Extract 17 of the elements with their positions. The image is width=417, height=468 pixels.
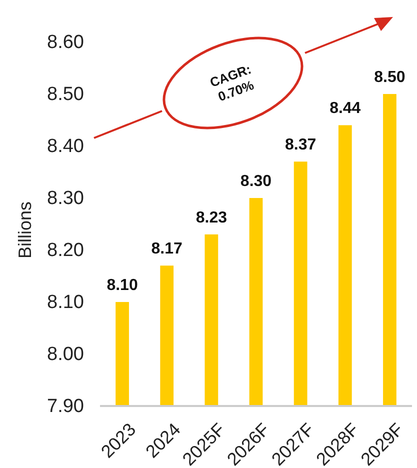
- y-tick-label: 8.00: [47, 344, 84, 366]
- data-label: 8.37: [285, 136, 316, 154]
- data-label: 8.50: [374, 69, 406, 86]
- y-tick-label: 8.40: [47, 136, 84, 158]
- data-label: 8.44: [330, 100, 361, 118]
- data-label: 8.10: [106, 277, 138, 294]
- data-label: 8.30: [240, 173, 272, 190]
- y-tick-label: 8.50: [47, 84, 84, 106]
- y-tick-label: 8.30: [47, 188, 84, 210]
- data-label: 8.23: [196, 209, 228, 226]
- y-axis-title: Billions: [15, 201, 35, 259]
- y-tick-label: 8.10: [47, 292, 84, 314]
- annotation: CAGR: 0.70%: [208, 61, 256, 104]
- data-label: 8.17: [151, 240, 183, 258]
- y-tick-label: 7.90: [47, 396, 84, 418]
- y-tick-label: 8.60: [47, 32, 84, 54]
- y-tick-label: 8.20: [47, 240, 84, 262]
